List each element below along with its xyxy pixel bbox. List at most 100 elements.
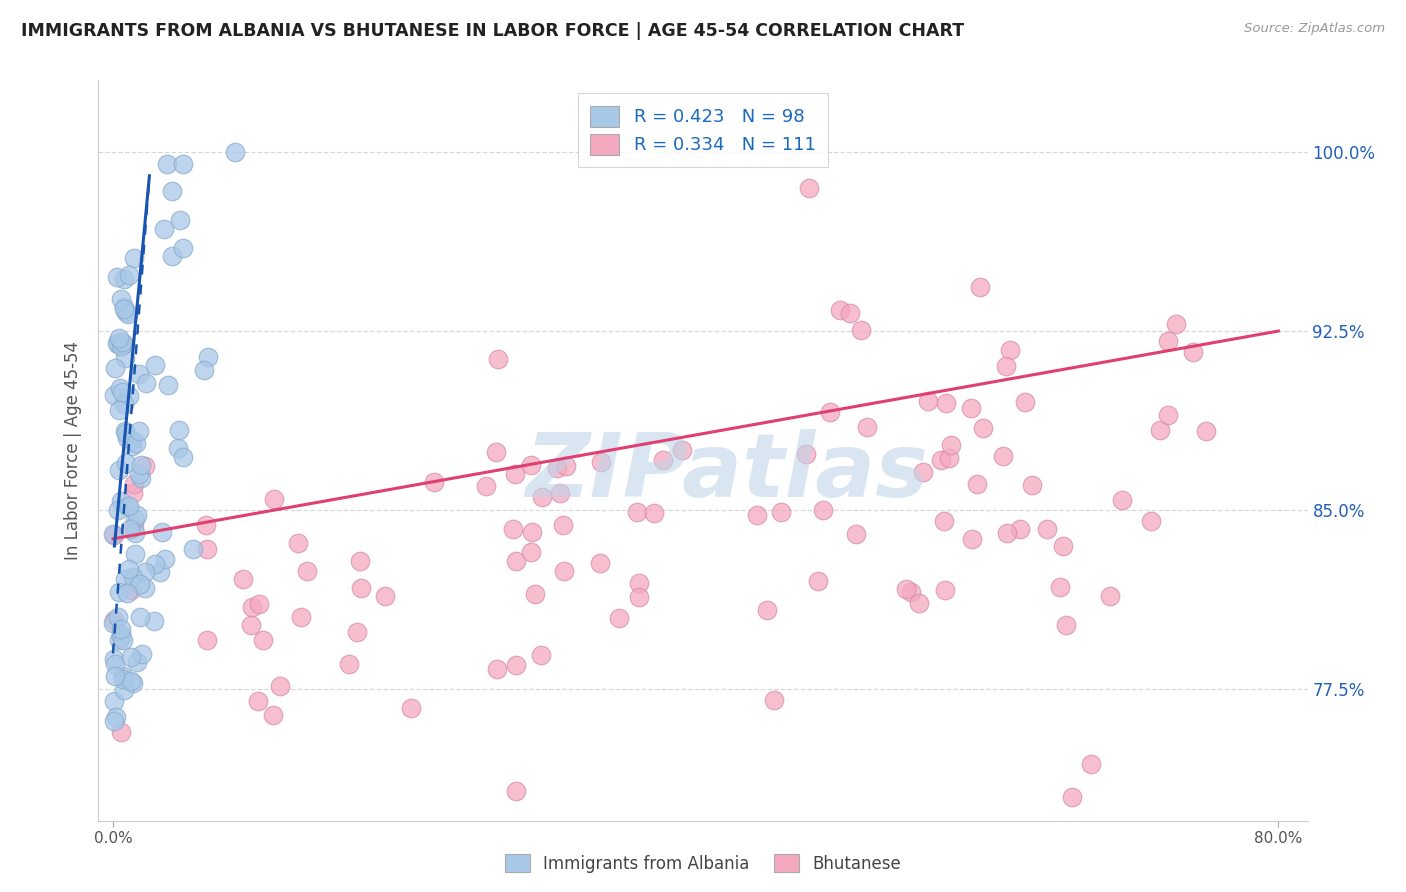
Point bbox=[167, 441, 190, 455]
Text: Source: ZipAtlas.com: Source: ZipAtlas.com bbox=[1244, 22, 1385, 36]
Point bbox=[108, 585, 131, 599]
Point bbox=[917, 394, 939, 409]
Point bbox=[966, 476, 988, 491]
Point bbox=[969, 280, 991, 294]
Point bbox=[193, 363, 215, 377]
Point bbox=[104, 669, 127, 683]
Point bbox=[115, 499, 138, 513]
Point bbox=[555, 458, 578, 473]
Point bbox=[111, 673, 134, 687]
Point bbox=[485, 445, 508, 459]
Point bbox=[112, 336, 135, 351]
Point bbox=[1062, 789, 1084, 804]
Point bbox=[818, 405, 841, 419]
Point bbox=[938, 450, 960, 465]
Point bbox=[115, 431, 138, 445]
Point bbox=[172, 157, 194, 171]
Point bbox=[589, 556, 612, 570]
Point bbox=[107, 633, 129, 648]
Point bbox=[195, 632, 218, 647]
Point bbox=[112, 668, 135, 682]
Point bbox=[502, 522, 524, 536]
Legend: Immigrants from Albania, Bhutanese: Immigrants from Albania, Bhutanese bbox=[498, 847, 908, 880]
Point bbox=[104, 657, 127, 671]
Point bbox=[128, 424, 150, 438]
Point bbox=[935, 395, 957, 409]
Point bbox=[627, 576, 650, 591]
Point bbox=[122, 486, 145, 500]
Point bbox=[152, 222, 174, 236]
Point bbox=[134, 581, 156, 595]
Point bbox=[110, 339, 132, 353]
Point bbox=[1157, 334, 1180, 348]
Point bbox=[115, 426, 138, 441]
Point bbox=[374, 589, 396, 603]
Point bbox=[114, 351, 136, 365]
Point bbox=[114, 424, 136, 438]
Point bbox=[115, 305, 138, 319]
Point bbox=[520, 524, 543, 539]
Point bbox=[195, 541, 218, 556]
Point bbox=[107, 337, 129, 351]
Point bbox=[121, 433, 143, 447]
Point bbox=[112, 682, 135, 697]
Point bbox=[546, 461, 568, 475]
Point bbox=[908, 596, 931, 610]
Point bbox=[120, 583, 142, 598]
Point bbox=[157, 378, 180, 392]
Point bbox=[125, 435, 148, 450]
Point bbox=[1014, 394, 1036, 409]
Point bbox=[232, 572, 254, 586]
Point bbox=[117, 499, 139, 513]
Point bbox=[486, 662, 509, 676]
Point bbox=[505, 658, 527, 673]
Text: IMMIGRANTS FROM ALBANIA VS BHUTANESE IN LABOR FORCE | AGE 45-54 CORRELATION CHAR: IMMIGRANTS FROM ALBANIA VS BHUTANESE IN … bbox=[21, 22, 965, 40]
Point bbox=[346, 625, 368, 640]
Point bbox=[160, 184, 183, 198]
Point bbox=[121, 439, 143, 453]
Point bbox=[128, 467, 150, 482]
Point bbox=[531, 491, 554, 505]
Point bbox=[1182, 345, 1205, 359]
Point bbox=[1166, 318, 1188, 332]
Point bbox=[108, 402, 131, 417]
Point bbox=[224, 145, 246, 159]
Point bbox=[530, 648, 553, 662]
Point bbox=[807, 574, 830, 588]
Point bbox=[994, 359, 1017, 374]
Point bbox=[120, 522, 142, 536]
Point bbox=[643, 506, 665, 520]
Point bbox=[103, 613, 125, 627]
Point bbox=[110, 627, 132, 641]
Point bbox=[350, 581, 373, 595]
Point bbox=[1054, 618, 1077, 632]
Point bbox=[262, 708, 284, 723]
Point bbox=[797, 181, 820, 195]
Point bbox=[103, 615, 125, 630]
Point bbox=[103, 714, 125, 729]
Point bbox=[505, 554, 527, 568]
Text: ZIPatlas: ZIPatlas bbox=[526, 429, 929, 516]
Point bbox=[1195, 424, 1218, 438]
Point bbox=[1099, 589, 1122, 603]
Point bbox=[111, 335, 134, 350]
Point bbox=[349, 554, 371, 568]
Point bbox=[998, 343, 1021, 357]
Point bbox=[101, 527, 124, 541]
Point bbox=[828, 302, 851, 317]
Point bbox=[104, 361, 127, 376]
Point bbox=[960, 532, 983, 546]
Point bbox=[839, 306, 862, 320]
Point bbox=[108, 463, 131, 477]
Point bbox=[108, 331, 131, 345]
Point bbox=[110, 292, 132, 306]
Point bbox=[115, 456, 138, 470]
Point bbox=[960, 401, 983, 415]
Point bbox=[548, 485, 571, 500]
Point bbox=[129, 609, 152, 624]
Point bbox=[122, 251, 145, 265]
Point bbox=[423, 475, 446, 490]
Point bbox=[524, 587, 547, 601]
Point bbox=[172, 450, 194, 465]
Point bbox=[553, 564, 575, 578]
